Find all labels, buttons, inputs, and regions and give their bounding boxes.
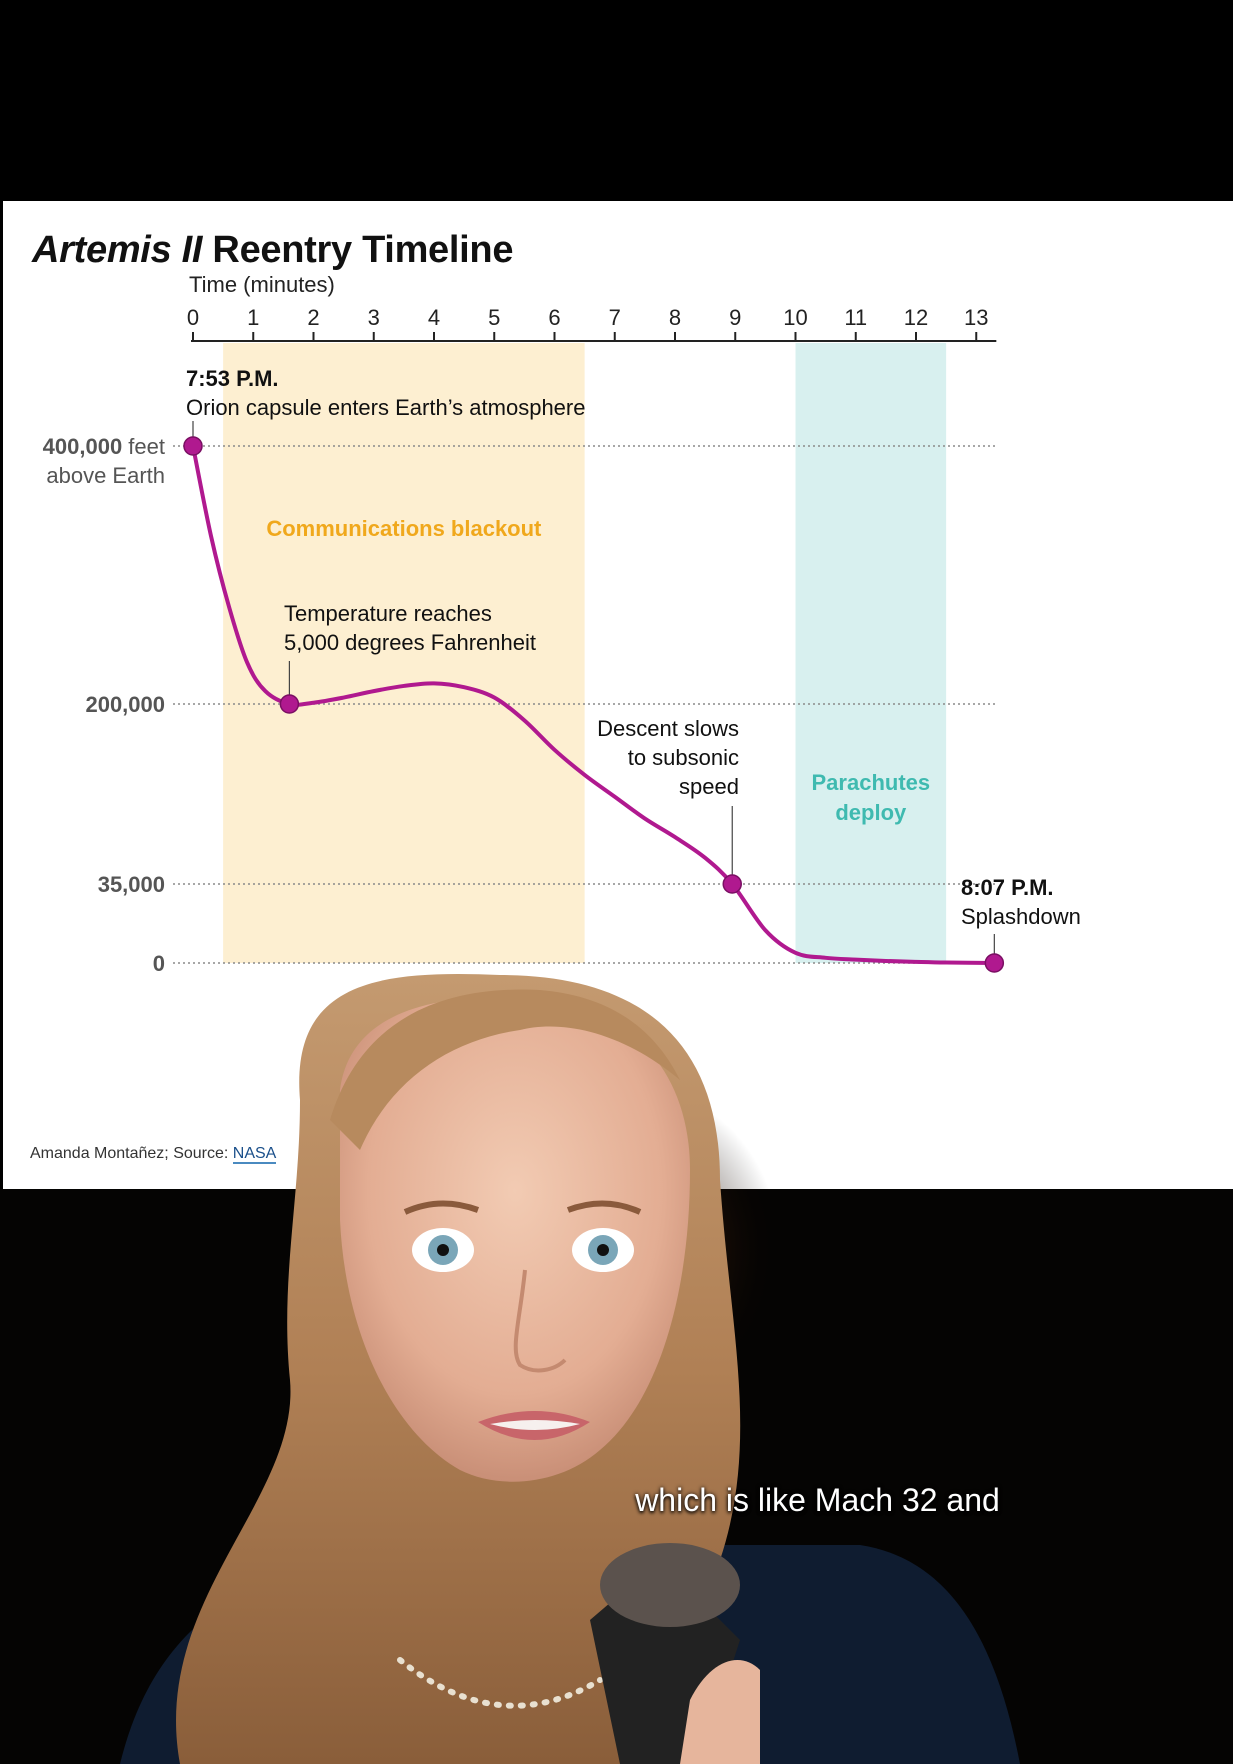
x-tick-label: 10 (783, 305, 807, 330)
chart-title: Artemis II Reentry Timeline (32, 229, 513, 272)
band-parachutes-deploy (795, 343, 947, 963)
x-tick-label: 8 (669, 305, 681, 330)
x-tick-label: 2 (307, 305, 319, 330)
reentry-chart: Communications blackout Parachutes deploy 4… (43, 272, 1081, 976)
data-point-marker-3 (722, 874, 742, 894)
x-tick-label: 6 (548, 305, 560, 330)
x-tick-label: 5 (488, 305, 500, 330)
x-tick-label: 12 (904, 305, 928, 330)
annotation-temperature-line-2: 5,000 degrees Fahrenheit (284, 630, 536, 655)
x-tick-label: 3 (368, 305, 380, 330)
band-label-blackout: Communications blackout (266, 516, 542, 541)
y-tick-label: 0 (153, 951, 165, 976)
credit-text: Amanda Montañez; Source: (30, 1145, 233, 1162)
data-point-marker-1 (183, 436, 203, 456)
annotation-splashdown-text: Splashdown (961, 904, 1081, 929)
data-point-marker-2 (279, 694, 300, 714)
y-tick-sublabel: above Earth (46, 463, 165, 488)
annotation-subsonic-line-3: speed (679, 774, 739, 799)
chart-card: Artemis II Reentry Timeline Communicatio… (3, 201, 1233, 1189)
video-caption: which is like Mach 32 and (635, 1482, 1000, 1518)
x-axis-label: Time (minutes) (189, 272, 335, 297)
x-tick-label: 9 (729, 305, 741, 330)
y-tick-label: 35,000 (98, 872, 165, 897)
x-tick-label: 13 (964, 305, 988, 330)
annotation-subsonic-line-1: Descent slows (597, 716, 739, 741)
chart-title-italic: Artemis II (32, 229, 203, 271)
y-tick-label: 400,000 feet (43, 434, 165, 459)
top-black-bar (0, 0, 1233, 201)
annotation-subsonic-line-2: to subsonic (628, 745, 739, 770)
x-tick-label: 4 (428, 305, 440, 330)
band-label-parachutes-2: deploy (835, 800, 907, 825)
chart-credit: Amanda Montañez; Source: NASA (30, 1145, 277, 1164)
annotation-temperature-line-1: Temperature reaches (284, 601, 492, 626)
annotation-entry-text: Orion capsule enters Earth’s atmosphere (186, 395, 585, 420)
x-tick-label: 11 (844, 305, 867, 330)
x-tick-label: 7 (609, 305, 621, 330)
data-point-marker-4 (984, 953, 1005, 973)
altitude-series-line (191, 445, 995, 965)
annotation-splashdown-time: 8:07 P.M. (961, 875, 1054, 900)
annotation-entry-time: 7:53 P.M. (186, 366, 279, 391)
band-label-parachutes-1: Parachutes (812, 770, 931, 795)
x-tick-label: 0 (187, 305, 199, 330)
chart-title-rest: Reentry Timeline (202, 229, 514, 271)
y-tick-label: 200,000 (85, 692, 165, 717)
video-background (0, 1189, 1233, 1764)
x-tick-label: 1 (247, 305, 259, 330)
source-link[interactable]: NASA (232, 1145, 277, 1164)
